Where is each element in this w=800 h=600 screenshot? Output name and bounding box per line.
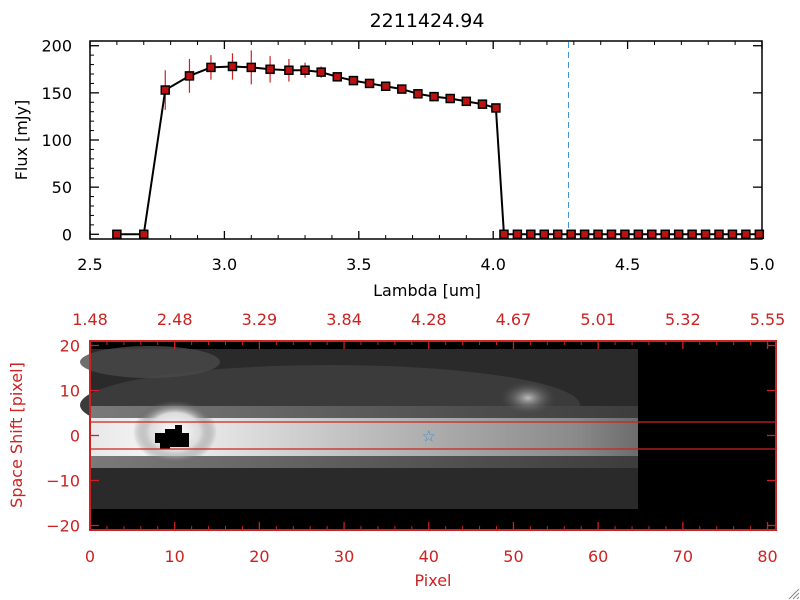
flux-markers <box>112 61 765 240</box>
star-marker-icon: ☆ <box>422 427 436 446</box>
flux-marker <box>160 85 171 95</box>
off-detector-region <box>638 341 776 530</box>
bottom-x-tick-labels: 0 10 20 30 40 50 60 70 80 <box>85 547 778 566</box>
top-x-tick-label: 3.5 <box>346 255 371 274</box>
bottom-x-tick-label: 30 <box>334 547 354 566</box>
bottom-top-tick-label: 2.48 <box>157 310 193 329</box>
bottom-top-tick-label: 1.48 <box>72 310 108 329</box>
top-x-tick-label: 5.0 <box>749 255 774 274</box>
bottom-x-tick-label: 40 <box>419 547 439 566</box>
top-y-tick-label: 200 <box>41 37 72 56</box>
flux-marker <box>284 65 294 75</box>
bottom-x-tick-label: 70 <box>673 547 693 566</box>
bottom-y-axis-label: Space Shift [pixel] <box>7 362 26 508</box>
upper-left-glow <box>80 346 220 378</box>
flux-marker <box>593 229 603 240</box>
flux-marker <box>477 99 488 109</box>
bottom-x-axis-label: Pixel <box>414 571 451 590</box>
flux-marker <box>499 229 509 240</box>
flux-marker <box>227 61 238 72</box>
flux-marker <box>112 229 122 240</box>
bottom-top-tick-label: 3.84 <box>326 310 362 329</box>
flux-marker <box>687 229 697 240</box>
flux-marker <box>526 229 536 240</box>
flux-marker <box>429 91 439 102</box>
flux-marker <box>606 229 617 240</box>
bottom-x-tick-label: 80 <box>757 547 777 566</box>
chart-title: 2211424.94 <box>370 10 485 32</box>
resize-grip-icon[interactable] <box>786 586 800 600</box>
bottom-top-tick-label: 5.55 <box>750 310 786 329</box>
flux-marker <box>660 229 670 240</box>
bottom-y-tick-label: 0 <box>70 427 80 446</box>
bottom-top-tick-label: 3.29 <box>242 310 278 329</box>
flux-marker <box>700 229 711 240</box>
bottom-top-tick-label: 5.01 <box>580 310 616 329</box>
top-y-tick-label: 100 <box>41 131 72 150</box>
top-x-tick-label: 4.0 <box>480 255 505 274</box>
flux-marker <box>579 229 590 240</box>
flux-marker <box>364 78 375 89</box>
top-x-tick-labels: 2.5 3.0 3.5 4.0 4.5 5.0 <box>77 255 774 274</box>
flux-marker <box>206 62 216 73</box>
flux-marker <box>727 229 738 240</box>
flux-marker <box>332 72 343 82</box>
top-y-tick-label: 150 <box>41 84 72 103</box>
bottom-x-tick-label: 50 <box>503 547 523 566</box>
flux-marker <box>552 229 563 240</box>
top-y-tick-labels: 0 50 100 150 200 <box>41 37 72 245</box>
bottom-x-tick-label: 60 <box>588 547 608 566</box>
secondary-knot <box>498 380 558 416</box>
bottom-y-tick-label: 20 <box>60 337 80 356</box>
flux-marker <box>647 229 657 240</box>
bottom-x-tick-label: 10 <box>165 547 185 566</box>
flux-marker <box>633 229 644 240</box>
flux-marker <box>348 75 359 86</box>
bottom-top-tick-label: 5.32 <box>665 310 701 329</box>
bottom-top-tick-label: 4.28 <box>411 310 447 329</box>
flux-marker <box>491 103 501 113</box>
flux-marker <box>673 229 684 240</box>
top-y-axis-label: Flux [mJy] <box>12 100 31 181</box>
top-x-tick-label: 4.5 <box>615 255 640 274</box>
flux-marker <box>461 96 472 107</box>
flux-marker <box>265 64 275 75</box>
top-x-axis-label: Lambda [um] <box>373 281 481 300</box>
saturated-core <box>155 425 189 449</box>
flux-marker <box>754 229 765 240</box>
flux-marker <box>139 229 149 240</box>
flux-marker <box>539 229 550 240</box>
flux-marker <box>566 229 576 240</box>
top-x-tick-label: 3.0 <box>212 255 237 274</box>
flux-marker <box>512 229 523 240</box>
flux-marker <box>714 229 724 240</box>
top-y-tick-label: 0 <box>62 225 72 244</box>
bottom-x-tick-label: 0 <box>85 547 95 566</box>
flux-marker <box>316 67 326 77</box>
flux-marker <box>184 71 195 81</box>
spectral-trace-image <box>80 341 776 530</box>
flux-marker <box>246 62 257 73</box>
bottom-y-tick-label: 10 <box>60 382 80 401</box>
flux-marker <box>620 229 630 240</box>
bottom-y-tick-label: −10 <box>46 472 80 491</box>
flux-marker <box>300 65 310 75</box>
flux-marker <box>397 84 407 94</box>
flux-marker <box>380 81 391 92</box>
bottom-top-tick-label: 4.67 <box>496 310 532 329</box>
flux-marker <box>445 93 455 104</box>
top-x-tick-label: 2.5 <box>77 255 102 274</box>
top-y-tick-label: 50 <box>52 178 72 197</box>
flux-marker <box>413 89 423 99</box>
flux-marker <box>741 229 751 240</box>
bottom-y-tick-labels: −20 −10 0 10 20 <box>46 337 80 536</box>
bottom-top-tick-labels: 1.48 2.48 3.29 3.84 4.28 4.67 5.01 5.32 5.55 <box>72 310 785 329</box>
bottom-y-tick-label: −20 <box>46 517 80 536</box>
bottom-axis-ticks <box>89 341 776 530</box>
bottom-x-tick-label: 20 <box>249 547 269 566</box>
